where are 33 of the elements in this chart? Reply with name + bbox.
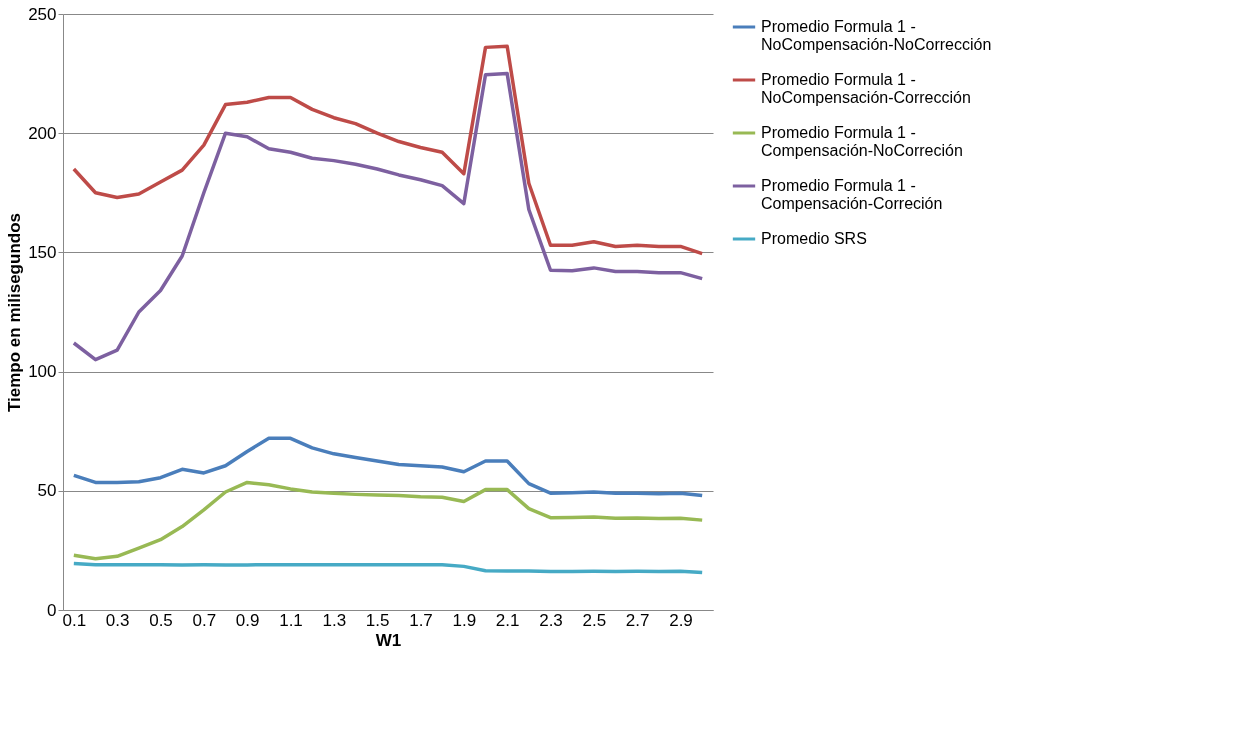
x-tick-label: 1.7 xyxy=(409,610,433,630)
y-tick-label: 150 xyxy=(28,242,57,262)
legend-label: Promedio Formula 1 - NoCompensación-Corrección xyxy=(761,71,971,106)
x-axis-title: W1 xyxy=(375,630,402,650)
legend-label: Promedio Formula 1 - NoCompensación-NoCorrección xyxy=(761,18,992,53)
y-tick-label: 250 xyxy=(28,4,57,24)
line-series xyxy=(72,71,704,362)
line-series xyxy=(72,44,704,256)
x-tick-label: 2.1 xyxy=(495,610,520,630)
x-tick-label: 0.5 xyxy=(149,610,173,630)
y-axis-title: Tiempo en milisegundos xyxy=(5,213,25,412)
x-tick-label: 0.9 xyxy=(235,610,260,630)
y-tick-label: 100 xyxy=(28,362,57,382)
x-tick-label: 2.7 xyxy=(625,610,650,630)
y-tick-label: 50 xyxy=(37,481,57,501)
x-tick-label: 1.9 xyxy=(452,610,477,630)
x-tick-label: 0.1 xyxy=(62,610,87,630)
x-tick-label: 1.5 xyxy=(365,610,390,630)
x-tick-label: 0.7 xyxy=(192,610,217,630)
x-tick-label: 0.3 xyxy=(105,610,130,630)
line-series xyxy=(72,480,704,561)
x-tick-label: 1.1 xyxy=(279,610,303,630)
x-tick-label: 2.3 xyxy=(539,610,563,630)
x-tick-label: 2.5 xyxy=(582,610,607,630)
x-tick-label: 2.9 xyxy=(669,610,693,630)
legend-label: Promedio Formula 1 - Compensación-Correción xyxy=(761,177,943,212)
x-tick-label: 1.3 xyxy=(322,610,347,630)
legend-label: Promedio SRS xyxy=(761,230,867,247)
y-tick-label: 0 xyxy=(47,600,57,620)
legend-label: Promedio Formula 1 - Compensación-NoCorreción xyxy=(761,124,963,159)
y-tick-label: 200 xyxy=(28,123,57,143)
line-series xyxy=(72,561,704,575)
line-series xyxy=(72,436,704,498)
